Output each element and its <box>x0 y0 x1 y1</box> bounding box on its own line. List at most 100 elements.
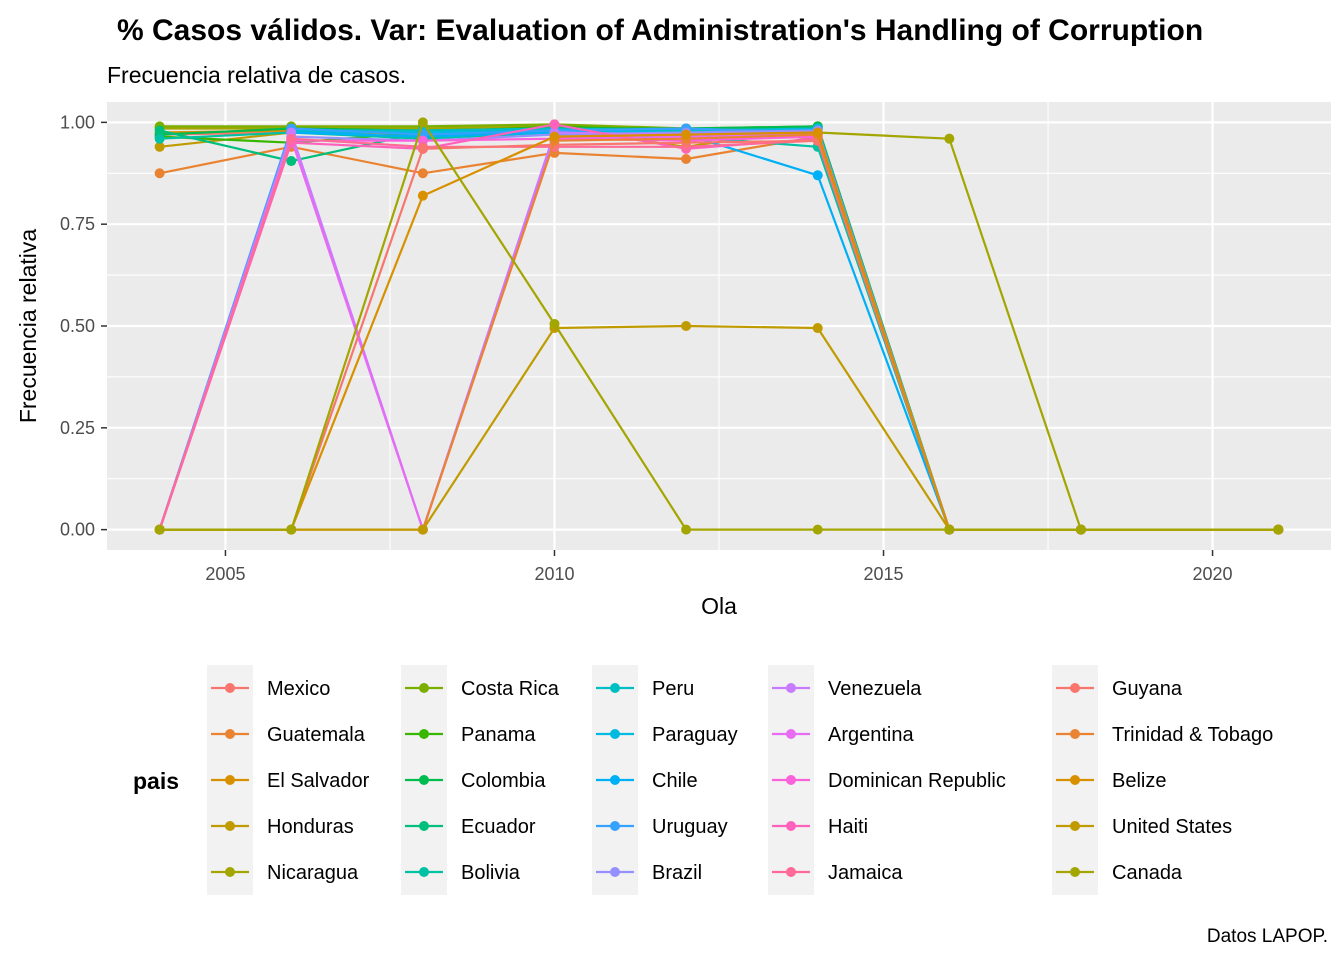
legend-item: Honduras <box>207 803 354 849</box>
legend-label: Panama <box>461 724 536 746</box>
legend-item: Paraguay <box>592 711 738 757</box>
legend-label: Guyana <box>1112 678 1183 700</box>
legend-label: El Salvador <box>267 770 370 792</box>
legend-label: Belize <box>1112 770 1166 792</box>
legend-item: Peru <box>592 665 694 711</box>
legend-label: Mexico <box>267 678 330 700</box>
y-axis: 0.00 0.25 0.50 0.75 1.00 <box>60 112 107 540</box>
data-point <box>812 170 823 181</box>
legend-item: Argentina <box>768 711 914 757</box>
legend-key-point <box>419 821 429 831</box>
legend-label: Brazil <box>652 862 702 884</box>
legend-key-point <box>610 821 620 831</box>
legend-label: Venezuela <box>828 678 922 700</box>
legend-label: Canada <box>1112 862 1183 884</box>
x-axis: 2005 2010 2015 2020 <box>205 550 1233 584</box>
legend-item: Haiti <box>768 803 868 849</box>
legend-key-point <box>1070 775 1080 785</box>
legend-label: Peru <box>652 678 694 700</box>
legend-item: Trinidad & Tobago <box>1052 711 1273 757</box>
legend-item: Dominican Republic <box>768 757 1006 803</box>
legend-item: United States <box>1052 803 1232 849</box>
series-layer <box>154 117 1284 535</box>
chart-subtitle: Frecuencia relativa de casos. <box>107 62 406 88</box>
data-point <box>1075 524 1086 535</box>
legend-label: Guatemala <box>267 724 366 746</box>
legend-key-point <box>225 683 235 693</box>
legend-key-point <box>1070 821 1080 831</box>
legend-key-point <box>1070 683 1080 693</box>
legend-item: El Salvador <box>207 757 370 803</box>
legend-key-point <box>225 775 235 785</box>
data-point <box>417 524 428 535</box>
y-axis-label: Frecuencia relativa <box>15 229 41 424</box>
legend-label: Paraguay <box>652 724 738 746</box>
legend-item: Chile <box>592 757 698 803</box>
data-point <box>812 127 823 138</box>
legend-title: pais <box>133 768 179 794</box>
data-point <box>286 156 297 167</box>
data-point <box>681 129 692 140</box>
data-point <box>154 125 165 136</box>
legend-key-point <box>610 867 620 877</box>
legend-key-point <box>610 729 620 739</box>
data-point <box>812 323 823 334</box>
legend-label: Costa Rica <box>461 678 560 700</box>
data-point <box>154 524 165 535</box>
legend-key-point <box>610 775 620 785</box>
legend-key-point <box>786 775 796 785</box>
legend-key-point <box>1070 729 1080 739</box>
series-canada <box>154 117 1284 535</box>
chart-caption: Datos LAPOP. <box>1207 926 1328 947</box>
data-point <box>286 133 297 144</box>
data-point <box>549 119 560 130</box>
legend-label: Haiti <box>828 816 868 838</box>
data-point <box>812 524 823 535</box>
data-point <box>549 318 560 329</box>
legend-key-point <box>1070 867 1080 877</box>
legend-key-point <box>419 867 429 877</box>
y-tick-label: 0.75 <box>60 214 95 234</box>
y-tick-label: 0.50 <box>60 316 95 336</box>
x-tick-label: 2020 <box>1193 564 1233 584</box>
data-point <box>1273 524 1284 535</box>
data-point <box>944 133 955 144</box>
y-tick-label: 1.00 <box>60 112 95 132</box>
data-point <box>154 168 165 179</box>
legend-key-point <box>225 867 235 877</box>
legend-item: Guatemala <box>207 711 366 757</box>
data-point <box>417 117 428 128</box>
legend-item: Uruguay <box>592 803 728 849</box>
legend-key-point <box>786 729 796 739</box>
legend-item: Jamaica <box>768 849 903 895</box>
data-point <box>154 133 165 144</box>
legend-item: Colombia <box>401 757 546 803</box>
legend-item: Canada <box>1052 849 1183 895</box>
legend-item: Brazil <box>592 849 702 895</box>
data-point <box>681 524 692 535</box>
legend-key-point <box>610 683 620 693</box>
x-tick-label: 2015 <box>863 564 903 584</box>
legend-label: Nicaragua <box>267 862 359 884</box>
legend-item: Bolivia <box>401 849 521 895</box>
legend-label: Colombia <box>461 770 546 792</box>
legend-item: Costa Rica <box>401 665 560 711</box>
x-tick-label: 2005 <box>205 564 245 584</box>
legend-label: Jamaica <box>828 862 903 884</box>
data-point <box>154 141 165 152</box>
legend-label: Bolivia <box>461 862 521 884</box>
legend-item: Mexico <box>207 665 330 711</box>
data-point <box>417 143 428 154</box>
data-point <box>417 190 428 201</box>
legend-key-point <box>419 729 429 739</box>
y-tick-label: 0.00 <box>60 520 95 540</box>
data-point <box>549 131 560 142</box>
legend-label: Dominican Republic <box>828 770 1006 792</box>
data-point <box>417 168 428 179</box>
legend-item: Panama <box>401 711 536 757</box>
data-point <box>944 524 955 535</box>
data-point <box>681 154 692 165</box>
y-tick-label: 0.25 <box>60 418 95 438</box>
legend: Mexico Guatemala El Salvador Honduras Nicara… <box>207 665 1273 895</box>
legend-label: Honduras <box>267 816 354 838</box>
